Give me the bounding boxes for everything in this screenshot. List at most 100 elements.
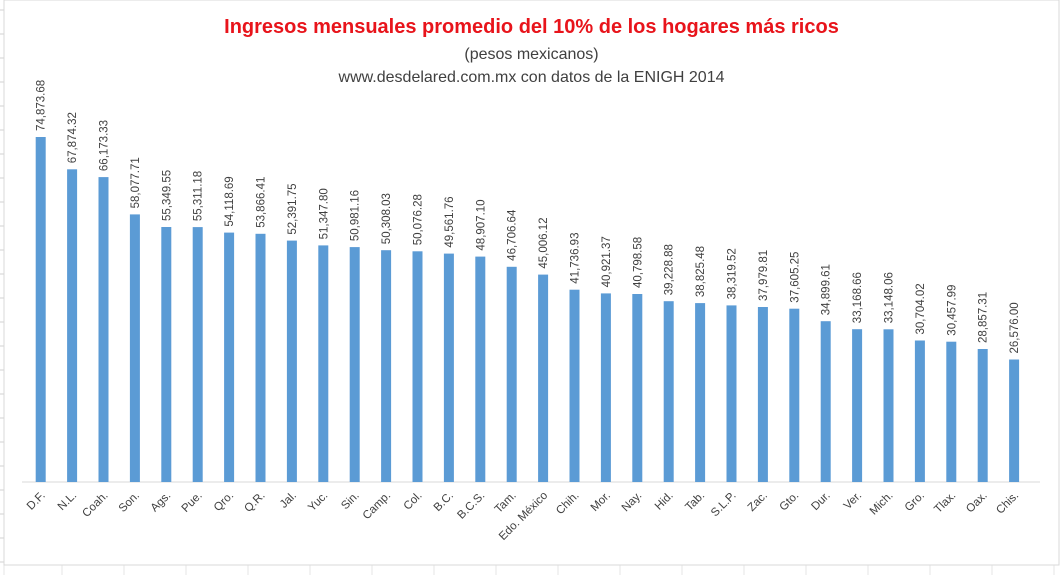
- data-label: 48,907.10: [475, 199, 487, 250]
- data-label: 58,077.71: [130, 157, 142, 208]
- data-label: 37,605.25: [789, 252, 801, 303]
- category-label: Tam.: [493, 490, 519, 516]
- category-label: Tab.: [683, 490, 707, 514]
- bar: [946, 341, 957, 482]
- category-label: Mich.: [868, 490, 896, 518]
- category-label: Oax.: [964, 490, 990, 516]
- bar: [977, 349, 988, 482]
- data-label: 45,006.12: [538, 217, 550, 268]
- bar: [161, 227, 172, 482]
- category-label: B.C.S.: [455, 490, 487, 522]
- bar: [663, 301, 674, 482]
- bar: [192, 227, 203, 482]
- data-label: 51,347.80: [318, 188, 330, 239]
- data-label: 33,148.06: [884, 272, 896, 323]
- data-label: 66,173.33: [99, 120, 111, 171]
- data-label: 52,391.75: [287, 183, 299, 234]
- bar: [381, 250, 392, 482]
- data-label: 67,874.32: [67, 112, 79, 163]
- category-label: Hid.: [653, 490, 676, 513]
- category-label: Jal.: [278, 490, 299, 511]
- bar: [506, 266, 517, 482]
- data-label: 50,308.03: [381, 193, 393, 244]
- category-label: Gto.: [778, 490, 802, 514]
- chart-subtitle: (pesos mexicanos): [464, 46, 599, 63]
- data-label: 55,349.55: [161, 170, 173, 221]
- data-label: 74,873.68: [36, 80, 48, 131]
- data-label: 30,457.99: [946, 285, 958, 336]
- category-label: Sin.: [339, 490, 362, 513]
- data-label: 34,899.61: [821, 264, 833, 315]
- category-label: Mor.: [589, 490, 613, 514]
- category-label: Tlax.: [932, 490, 958, 516]
- category-label: Zac.: [746, 490, 770, 514]
- category-label: Qro.: [212, 490, 236, 514]
- data-label: 49,561.76: [444, 196, 456, 247]
- category-label: Ags.: [149, 490, 174, 515]
- bar: [1009, 359, 1020, 482]
- bar: [129, 214, 140, 482]
- bar: [820, 321, 831, 482]
- chart-source: www.desdelared.com.mx con datos de la EN…: [338, 69, 725, 86]
- data-label: 37,979.81: [758, 250, 770, 301]
- data-label: 26,576.00: [1009, 302, 1021, 353]
- category-label: Coah.: [80, 490, 110, 520]
- bar: [914, 340, 925, 482]
- bar: [600, 293, 611, 482]
- category-label: Yuc.: [306, 490, 330, 514]
- category-label: Nay.: [620, 490, 645, 515]
- bar: [67, 169, 78, 483]
- category-label: S.L.P.: [709, 490, 739, 520]
- bar: [35, 137, 46, 482]
- category-label: Son.: [117, 490, 142, 515]
- bar: [286, 240, 297, 482]
- category-label: Gro.: [903, 490, 927, 514]
- bar: [726, 305, 737, 482]
- bar: [852, 329, 863, 482]
- data-label: 50,076.28: [413, 194, 425, 245]
- data-label: 41,736.93: [570, 233, 582, 284]
- data-label: 46,706.64: [507, 209, 519, 261]
- category-label: Chih.: [554, 490, 581, 517]
- bar: [789, 308, 800, 482]
- bar: [695, 303, 706, 482]
- data-label: 54,118.69: [224, 176, 236, 226]
- bar: [569, 289, 580, 482]
- data-label: 40,798.58: [632, 237, 644, 288]
- data-label: 30,704.02: [915, 283, 927, 334]
- category-label: Ver.: [842, 490, 865, 513]
- category-label: Q.R.: [242, 490, 267, 515]
- bar: [98, 177, 109, 482]
- category-label: Col.: [402, 490, 425, 513]
- data-label: 38,825.48: [695, 246, 707, 297]
- category-label: Pue.: [180, 490, 205, 515]
- bar: [412, 251, 423, 482]
- data-label: 33,168.66: [852, 272, 864, 323]
- data-label: 50,981.16: [350, 190, 362, 241]
- bar: [883, 329, 894, 482]
- bar: [318, 245, 329, 482]
- data-label: 39,228.88: [664, 244, 676, 295]
- bar: [224, 232, 235, 482]
- data-label: 53,866.41: [256, 177, 268, 228]
- category-label: B.C.: [432, 490, 456, 514]
- data-label: 38,319.52: [727, 248, 739, 299]
- bar: [255, 233, 266, 482]
- data-label: 28,857.31: [978, 292, 990, 343]
- bar: [349, 247, 360, 482]
- bar: [538, 274, 549, 482]
- category-label: Dur.: [809, 490, 832, 513]
- bar: [443, 253, 454, 482]
- bar: [757, 307, 768, 482]
- bar: [475, 256, 486, 482]
- bar: [632, 294, 643, 482]
- data-label: 55,311.18: [193, 171, 205, 221]
- category-label: Camp.: [361, 490, 393, 522]
- category-label: N.L.: [56, 490, 79, 513]
- category-label: D.F.: [25, 490, 48, 513]
- category-label: Chis.: [994, 490, 1021, 517]
- data-label: 40,921.37: [601, 236, 613, 287]
